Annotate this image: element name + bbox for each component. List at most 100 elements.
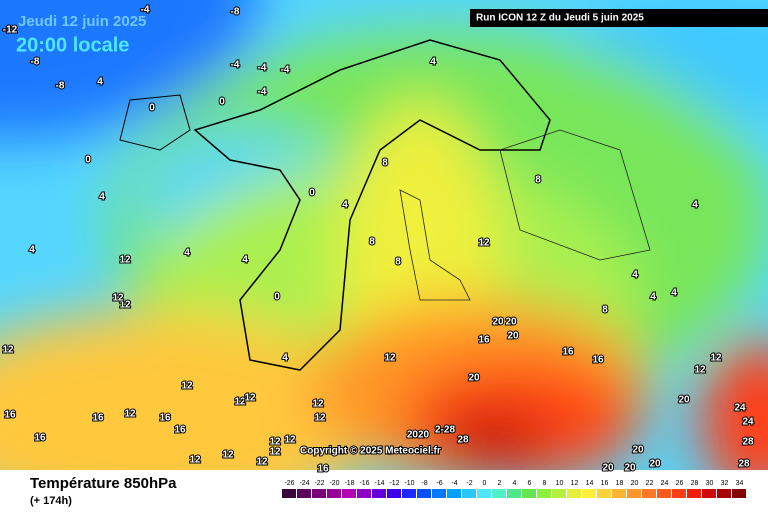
colorbar-label: 32 — [721, 480, 729, 487]
contour-label: -4 — [281, 65, 290, 76]
colorbar: -26 -24 -22 -20 -18 -16 -14 -12 -10 -8 -6 -4 -2 0 2 4 6 8… — [282, 480, 746, 498]
contour-label: 4 — [99, 192, 105, 203]
contour-label: 16 — [592, 355, 604, 366]
contour-label: 20 — [505, 317, 517, 328]
colorbar-label: 6 — [528, 480, 532, 487]
colorbar-label: 14 — [586, 480, 594, 487]
colorbar-swatch — [372, 489, 386, 498]
contour-label: 12 — [269, 447, 281, 458]
colorbar-swatch — [687, 489, 701, 498]
contour-label: 4 — [430, 57, 436, 68]
contour-label: 28 — [738, 459, 750, 470]
colorbar-label: -4 — [451, 480, 457, 487]
colorbar-swatch — [627, 489, 641, 498]
contour-label: 4 — [692, 200, 698, 211]
colorbar-swatch — [537, 489, 551, 498]
colorbar-swatch — [402, 489, 416, 498]
colorbar-label: 2 — [498, 480, 502, 487]
contour-label: 4 — [632, 270, 638, 281]
colorbar-label: 30 — [706, 480, 714, 487]
contour-label: 12 — [222, 450, 234, 461]
contour-label: 16 — [159, 413, 171, 424]
contour-label: 12 — [244, 393, 256, 404]
contour-label: 0 — [149, 103, 155, 114]
date: Jeudi 12 juin 2025 — [18, 13, 146, 30]
contour-label: 12 — [181, 381, 193, 392]
colorbar-label: 12 — [571, 480, 579, 487]
colorbar-swatch — [657, 489, 671, 498]
contour-label: 12 — [189, 455, 201, 466]
contour-label: 12 — [119, 255, 131, 266]
colorbar-swatch — [597, 489, 611, 498]
colorbar-swatch — [417, 489, 431, 498]
contour-label: 24 — [734, 403, 746, 414]
contour-label: -4 — [231, 60, 240, 71]
contour-label: 4 — [184, 248, 190, 259]
colorbar-label: -18 — [344, 480, 354, 487]
colorbar-swatch — [327, 489, 341, 498]
colorbar-label: -14 — [374, 480, 384, 487]
contour-label: 12 — [710, 353, 722, 364]
colorbar-label: 34 — [736, 480, 744, 487]
colorbar-swatch — [357, 489, 371, 498]
contour-label: 4 — [282, 353, 288, 364]
contour-label: 24 — [742, 417, 754, 428]
contour-label: -4 — [258, 87, 267, 98]
contour-label: 20 — [492, 317, 504, 328]
colorbar-swatch — [717, 489, 731, 498]
footer-title: Température 850hPa — [30, 475, 177, 492]
contour-line — [193, 39, 551, 371]
copyright: Copyright © 2025 Meteociel.fr — [300, 446, 441, 457]
time: 20:00 locale — [16, 34, 129, 56]
contour-label: 20 — [632, 445, 644, 456]
colorbar-label: -12 — [389, 480, 399, 487]
colorbar-label: -10 — [404, 480, 414, 487]
contour-label: 4 — [342, 200, 348, 211]
contour-label: 16 — [317, 464, 329, 475]
contour-label: 12 — [312, 399, 324, 410]
colorbar-swatch — [447, 489, 461, 498]
contour-label: 4 — [671, 288, 677, 299]
colorbar-label: -20 — [329, 480, 339, 487]
contour-label: 16 — [92, 413, 104, 424]
contour-label: 20 — [624, 463, 636, 474]
contour-label: 8 — [369, 237, 375, 248]
colorbar-label: 0 — [483, 480, 487, 487]
colorbar-swatch — [522, 489, 536, 498]
contour-label: 16 — [4, 410, 16, 421]
contour-label: 16 — [34, 433, 46, 444]
colorbar-label: 28 — [691, 480, 699, 487]
colorbar-label: 16 — [601, 480, 609, 487]
contour-label: 20 — [507, 331, 519, 342]
run-box — [470, 9, 768, 27]
colorbar-swatch — [492, 489, 506, 498]
contour-label: -8 — [31, 57, 40, 68]
colorbar-swatch — [297, 489, 311, 498]
colorbar-swatch — [477, 489, 491, 498]
contour-label: -4 — [141, 5, 150, 16]
coastline — [119, 94, 191, 151]
contour-label: 12 — [284, 435, 296, 446]
contour-label: 16 — [478, 335, 490, 346]
colorbar-swatch — [642, 489, 656, 498]
colorbar-label: -8 — [421, 480, 427, 487]
colorbar-label: 24 — [661, 480, 669, 487]
contour-label: 4 — [650, 292, 656, 303]
colorbar-label: 26 — [676, 480, 684, 487]
contour-label: -12 — [3, 25, 18, 36]
contour-label: 16 — [562, 347, 574, 358]
contour-label: 28 — [457, 435, 469, 446]
colorbar-label: 4 — [513, 480, 517, 487]
contour-label: 12 — [314, 413, 326, 424]
contour-label: 8 — [535, 175, 541, 186]
colorbar-swatch — [312, 489, 326, 498]
colorbar-swatch — [567, 489, 581, 498]
colorbar-swatch — [612, 489, 626, 498]
contour-label: 12 — [256, 457, 268, 468]
colorbar-label: 8 — [543, 480, 547, 487]
colorbar-label: -22 — [314, 480, 324, 487]
contour-label: 12 — [269, 437, 281, 448]
